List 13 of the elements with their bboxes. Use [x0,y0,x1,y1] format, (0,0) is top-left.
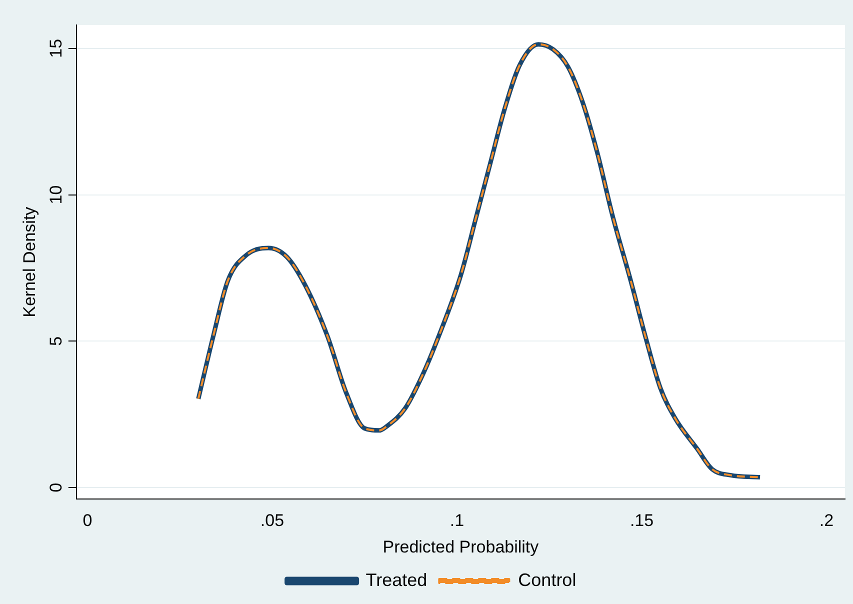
x-tick-label: .05 [260,511,284,530]
legend-label: Treated [366,570,428,590]
legend-label: Control [518,570,576,590]
y-tick-label: 5 [46,336,66,346]
x-axis-title: Predicted Probability [382,537,540,556]
x-tick-label: 0 [82,511,92,530]
x-tick-label: .1 [450,511,464,530]
y-tick-label: 10 [46,185,66,204]
y-axis-title: Kernel Density [20,206,39,318]
y-tick-label: 0 [46,482,66,492]
x-tick-label: .2 [819,511,834,530]
y-tick-label: 15 [46,38,66,58]
x-tick-label: .15 [630,511,654,530]
